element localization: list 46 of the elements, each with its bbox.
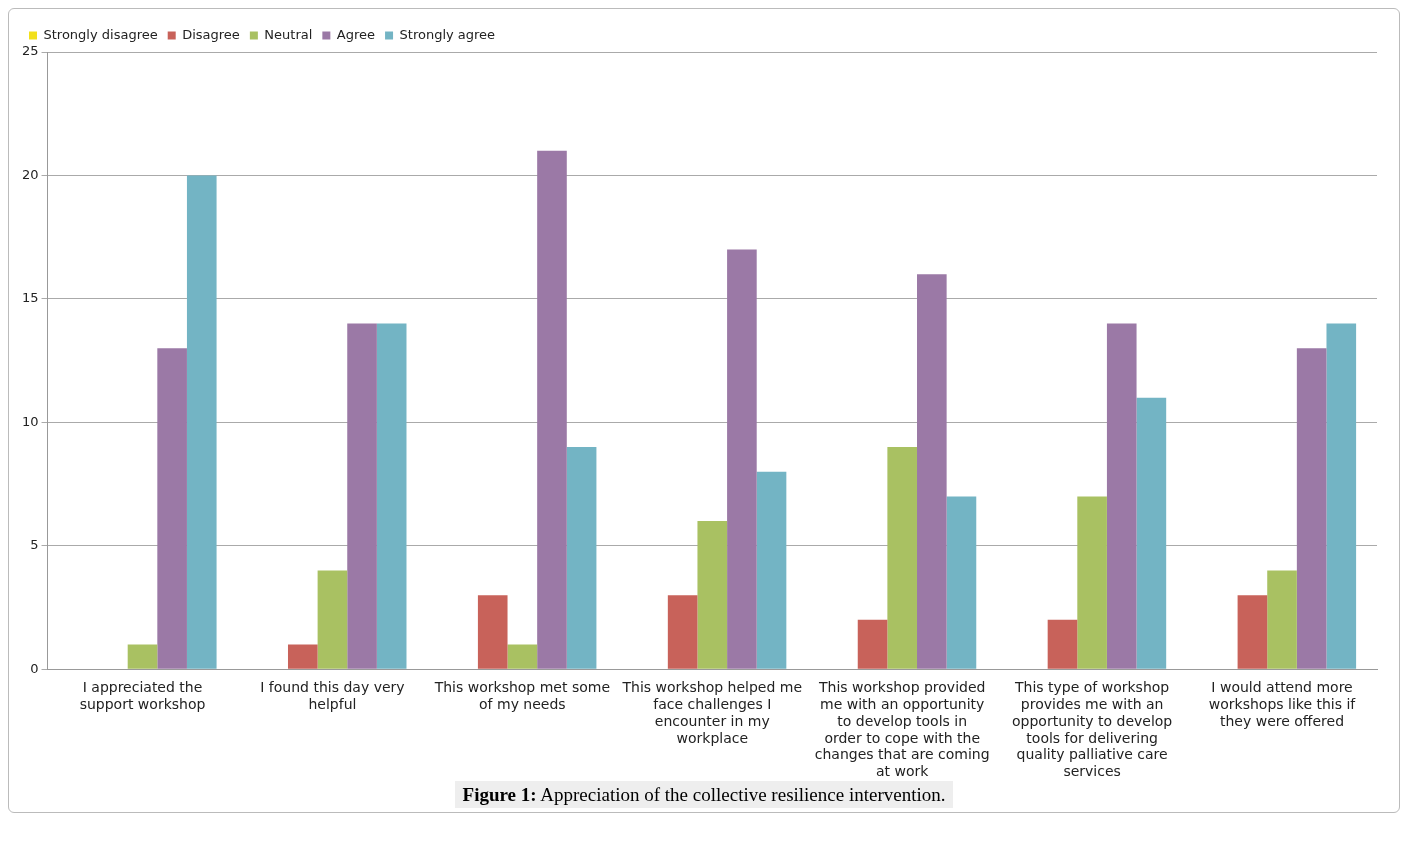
bar [127,644,158,669]
bar [507,644,538,669]
bar [1136,397,1167,669]
y-tick-label: 5 [30,537,39,553]
bar [347,323,377,669]
caption: Figure 1: Appreciation of the collective resilience intervention. [454,781,954,808]
bar [857,619,888,669]
legend-label: Neutral [264,26,313,42]
x-tick-label: I would attend more workshops like this if they were offered [1208,679,1357,729]
bar [727,249,757,669]
bar [667,595,698,669]
bar [887,447,918,669]
legend-label: Agree [336,26,376,42]
x-tick-label: This workshop helped me face challenges I encounter in my workplace [621,679,803,746]
bar [566,447,597,669]
y-tick-label: 10 [22,413,39,429]
bar [537,150,567,669]
bar [186,175,217,669]
y-tick-label: 25 [22,43,39,59]
bar [287,644,318,669]
y-tick-label: 15 [22,290,39,306]
x-tick-label: I appreciated the support workshop [79,679,206,713]
legend-label: Strongly agree [399,26,496,42]
bar [477,595,508,669]
bar [1106,323,1137,669]
bar [697,521,728,669]
bar [1077,496,1107,669]
bar [917,274,947,669]
bar [1296,348,1327,669]
legend-label: Strongly disagree [43,26,158,42]
bar [157,348,187,669]
bar [376,323,407,669]
legend-label: Disagree [182,26,240,42]
bar [1237,595,1268,669]
x-tick-label: This workshop provided me with an opportunity to develop tools in order to cope with the changes that are coming at work [814,679,990,780]
x-tick-label: This type of workshop provides me with an opportunity to develop tools for delivering quality palliative care services [1011,679,1173,780]
x-tick-label: This workshop met some of my needs [433,679,610,713]
bar [317,570,348,669]
bar [1047,619,1078,669]
bar [946,496,977,669]
y-tick-label: 20 [22,166,39,182]
bar [756,471,787,669]
y-tick-label: 0 [30,660,39,676]
bar [1326,323,1357,669]
x-tick-label: I found this day very helpful [260,679,405,713]
bar [1267,570,1297,669]
